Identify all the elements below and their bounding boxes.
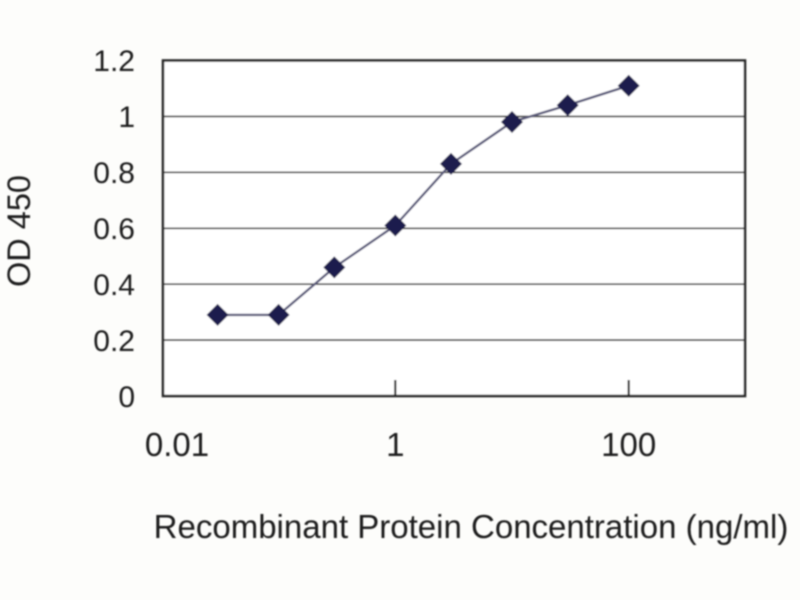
svg-text:0.8: 0.8 bbox=[93, 157, 135, 190]
svg-text:1: 1 bbox=[386, 426, 404, 463]
svg-text:0.01: 0.01 bbox=[145, 426, 209, 463]
svg-text:0: 0 bbox=[118, 381, 135, 414]
svg-text:Recombinant Protein Concentrat: Recombinant Protein Concentration (ng/ml… bbox=[154, 508, 789, 545]
svg-text:0.4: 0.4 bbox=[93, 269, 135, 302]
svg-text:1: 1 bbox=[118, 101, 135, 134]
svg-text:OD 450: OD 450 bbox=[1, 175, 37, 287]
svg-text:1.2: 1.2 bbox=[93, 45, 135, 78]
svg-text:0.6: 0.6 bbox=[93, 213, 135, 246]
svg-text:100: 100 bbox=[601, 426, 656, 463]
svg-text:0.2: 0.2 bbox=[93, 325, 135, 358]
